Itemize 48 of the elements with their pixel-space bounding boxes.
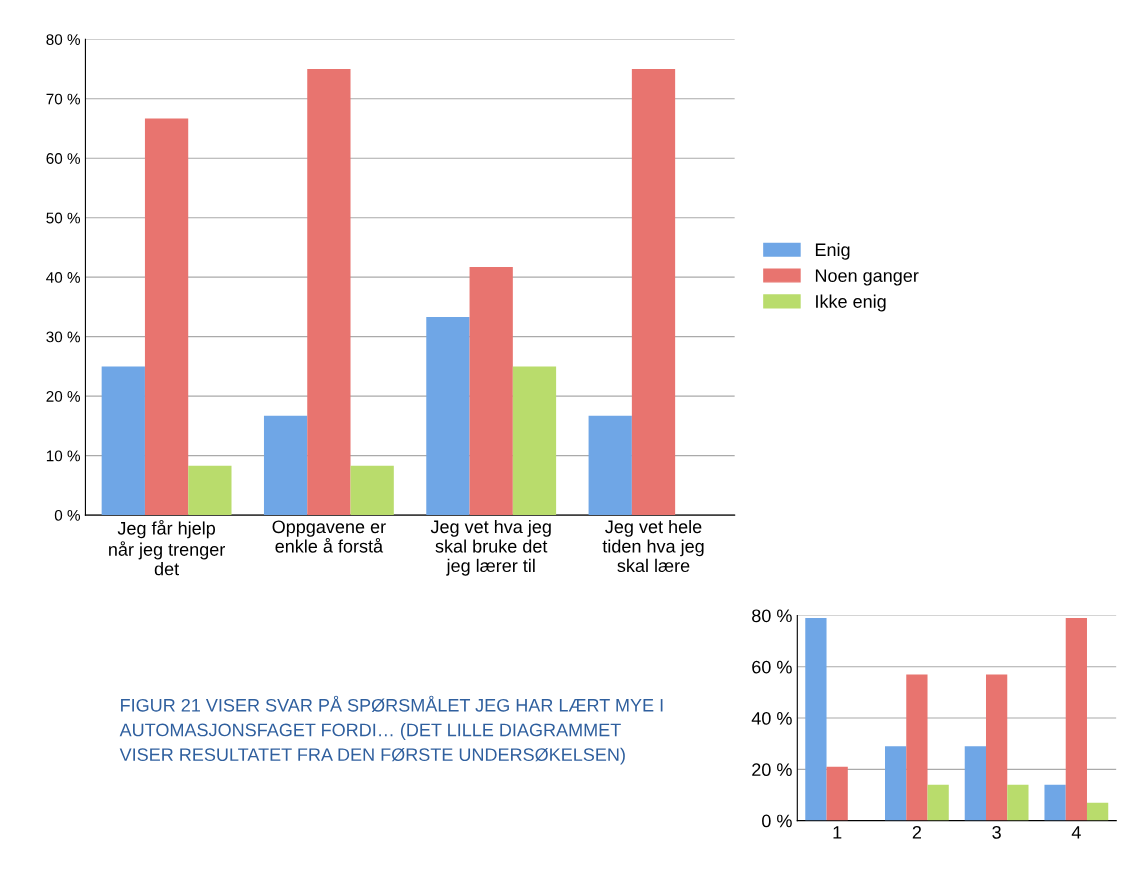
- y-tick-label: 40 %: [751, 711, 792, 725]
- x-tick-label: 1: [833, 826, 842, 839]
- legend-label: Enig: [815, 242, 850, 260]
- bar: [144, 118, 189, 516]
- bar: [1065, 618, 1087, 821]
- bar: [426, 317, 470, 516]
- legend-label: Noen ganger: [815, 269, 919, 286]
- x-tick-label: Oppgavene er enkle å forstå: [272, 520, 386, 553]
- bar: [1007, 784, 1029, 821]
- bar: [631, 69, 676, 516]
- y-tick-label: 60 %: [46, 153, 81, 164]
- bar: [588, 415, 632, 516]
- bar: [906, 674, 928, 821]
- y-tick-label: 20 %: [46, 390, 81, 402]
- bar: [350, 465, 394, 516]
- y-tick-label: 80 %: [752, 609, 792, 623]
- bar: [885, 746, 907, 821]
- x-tick-label: Jeg vet hva jeg skal bruke det jeg lærer til: [430, 519, 551, 576]
- bar: [1044, 784, 1066, 821]
- y-tick-label: 0 %: [762, 814, 792, 828]
- y-tick-label: 50 %: [46, 212, 81, 224]
- legend-label: Ikke enig: [816, 294, 886, 312]
- bar: [985, 674, 1008, 821]
- bar: [512, 366, 557, 516]
- y-tick-label: 30 %: [46, 331, 81, 343]
- x-tick-label: Jeg får hjelp når jeg trenger det: [109, 519, 225, 576]
- x-tick-label: Jeg vet hele tiden hva jeg skal lære: [602, 519, 704, 573]
- y-tick-label: 0 %: [54, 509, 81, 521]
- y-tick-label: 20 %: [752, 763, 792, 777]
- bar: [1086, 802, 1109, 821]
- bar: [927, 784, 949, 821]
- y-tick-label: 80 %: [46, 34, 81, 45]
- bar: [307, 69, 351, 516]
- bar: [101, 366, 145, 516]
- x-tick-label: 2: [912, 825, 922, 839]
- bar: [964, 746, 986, 821]
- bar: [263, 415, 308, 516]
- x-tick-label: 4: [1071, 826, 1081, 839]
- x-tick-label: 3: [992, 825, 1001, 839]
- y-tick-label: 70 %: [46, 93, 81, 105]
- bar: [826, 766, 848, 821]
- y-tick-label: 10 %: [46, 450, 81, 462]
- y-tick-label: 40 %: [46, 272, 81, 283]
- bar: [805, 618, 827, 821]
- text: FIGUR 21 VISER SVAR PÅ SPØRSMÅLET JEG HAR LÆRT MYE I AUTOMASJONSFAGET FORDI… (DET LILLE DIAGRAMMET VISER RESULTATET FRA DEN FØRSTE UNDERSØKELSEN): [119, 695, 663, 765]
- bar: [188, 465, 232, 516]
- bar: [469, 267, 513, 516]
- y-tick-label: 60 %: [752, 660, 792, 674]
